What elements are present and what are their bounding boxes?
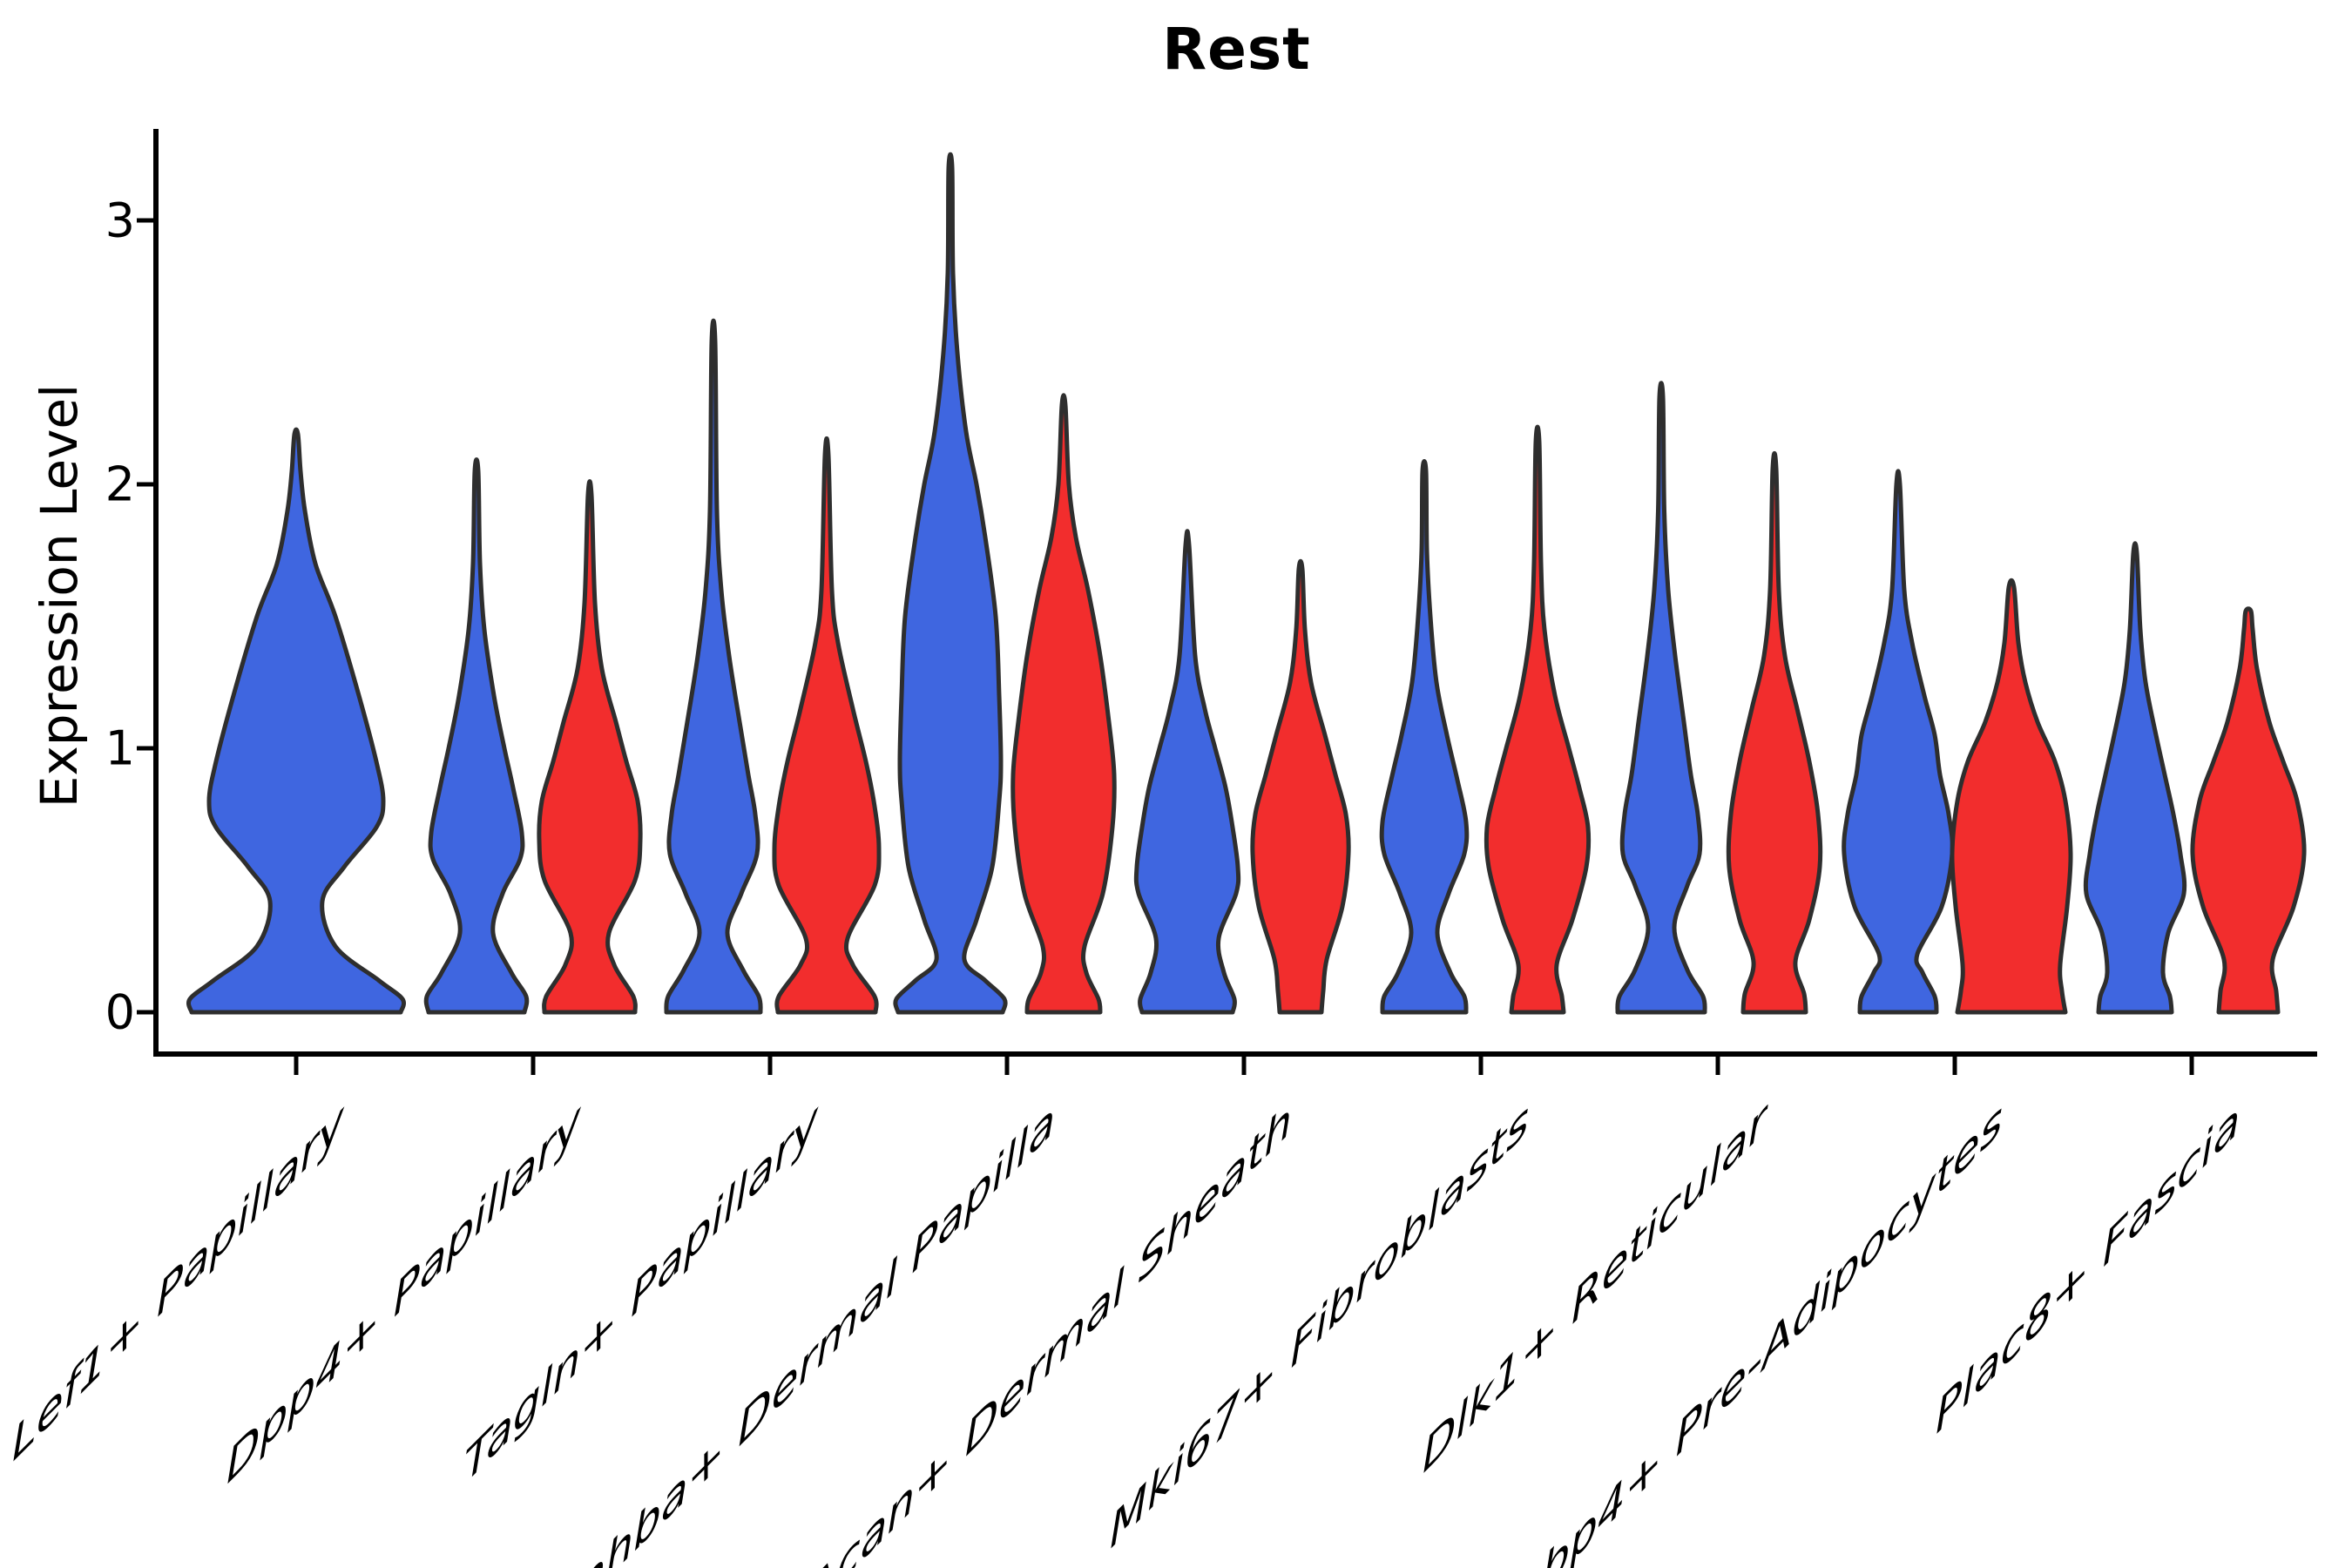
- violin-blue-plac8+: [2083, 541, 2187, 1015]
- y-tick-label-1: 1: [105, 720, 135, 776]
- violin-red-dpp4+: [537, 479, 643, 1015]
- violin-red-tagln+: [772, 436, 882, 1015]
- violin-blue-acan+: [1133, 529, 1241, 1015]
- violin-red-dlk1+: [1726, 450, 1823, 1015]
- violin-red-fabp4+: [1950, 578, 2073, 1015]
- chart-title: Rest: [1162, 16, 1311, 83]
- violin-blue-dlk1+: [1615, 381, 1707, 1015]
- violin-blue-inhba+: [893, 152, 1008, 1015]
- violin-red-acan+: [1250, 558, 1351, 1015]
- violin-blue-dpp4+: [423, 457, 530, 1015]
- violin-red-inhba+: [1010, 393, 1117, 1015]
- y-tick-label-2: 2: [105, 456, 135, 512]
- violin-red-plac8+: [2190, 606, 2307, 1015]
- y-tick-label-0: 0: [105, 984, 135, 1040]
- violin-blue-fabp4+: [1842, 469, 1955, 1015]
- violin-blue-lef1+: [186, 427, 406, 1015]
- y-axis-label: Expression Level: [30, 383, 89, 808]
- y-tick-label-3: 3: [105, 193, 135, 248]
- violin-red-mki67+: [1484, 424, 1592, 1015]
- violin-blue-tagln+: [664, 318, 763, 1015]
- violin-blue-mki67+: [1379, 459, 1470, 1015]
